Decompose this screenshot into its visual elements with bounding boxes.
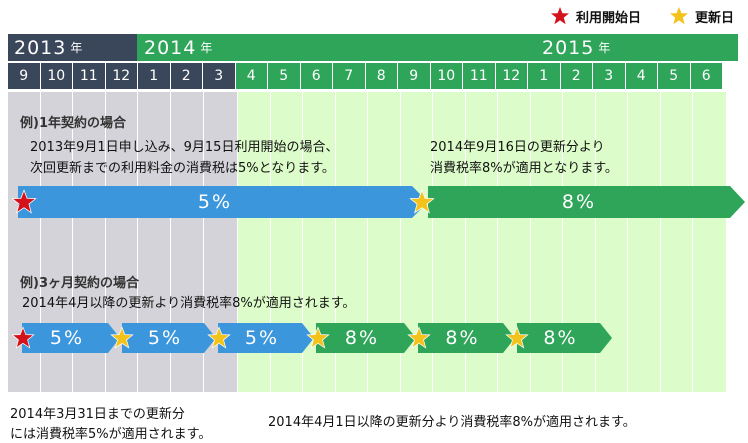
month-cell: 5 [268, 63, 301, 89]
month-cell: 1 [528, 63, 561, 89]
example1-title: 例)1年契約の場合 [20, 116, 126, 131]
renew-star-icon [207, 326, 231, 349]
column-bg [661, 92, 693, 392]
renew-star-icon [306, 326, 330, 349]
month-cell: 3 [203, 63, 236, 89]
year-suffix: 年 [70, 41, 84, 55]
month-cell: 4 [235, 63, 268, 89]
example2-bar-label: 5% [49, 327, 85, 349]
month-cell: 6 [300, 63, 333, 89]
arrow-5pct-blue [22, 323, 120, 353]
start-star-icon [11, 189, 37, 214]
month-row: 9 10 11 12 1 2 3 4 5 6 7 8 9 10 11 12 1 … [8, 63, 723, 89]
example2-bar-label: 8% [344, 327, 380, 349]
renew-star-icon [409, 189, 435, 214]
renew-star-icon [669, 7, 688, 25]
renew-star-icon [110, 326, 134, 349]
arrow-5pct-blue [122, 323, 216, 353]
renew-star-icon [505, 326, 529, 349]
example2-bar-label: 5% [147, 327, 183, 349]
arrow-8pct-green [316, 323, 416, 353]
start-star-icon [11, 326, 35, 349]
month-cell: 2 [170, 63, 203, 89]
month-cell: 8 [365, 63, 398, 89]
example1-note-right-2: 消費税率8%が適用となります。 [430, 161, 618, 176]
month-cell: 10 [40, 63, 73, 89]
example2-note: 2014年4月以降の更新より消費税率8%が適用されます。 [22, 296, 356, 311]
example1-bar1-label: 5% [197, 191, 233, 213]
month-cell: 4 [625, 63, 658, 89]
arrow-8pct-green [517, 323, 612, 353]
arrow-8pct-green [428, 186, 745, 218]
year-2015-label: 2015 [542, 36, 595, 59]
column-bg [628, 92, 661, 392]
month-cell: 9 [398, 63, 431, 89]
month-cell: 11 [463, 63, 496, 89]
footer-left-2: には消費税率5%が適用されます。 [10, 427, 212, 442]
column-bg [693, 92, 727, 392]
example1-bar2-label: 8% [561, 191, 597, 213]
month-cell: 10 [430, 63, 463, 89]
year-2013-label: 2013 [14, 36, 67, 59]
example2-bar-label: 5% [244, 327, 280, 349]
example1-note-left-1: 2013年9月1日申し込み、9月15日利用開始の場合、 [30, 140, 339, 155]
example2-title: 例)3ヶ月契約の場合 [20, 276, 139, 291]
month-cell: 9 [8, 63, 41, 89]
month-cell: 7 [333, 63, 366, 89]
month-cell: 6 [690, 63, 723, 89]
month-cell: 12 [105, 63, 138, 89]
legend: 利用開始日 更新日 [550, 6, 734, 26]
year-2014: 2014 年 [137, 34, 538, 61]
example1-arrows [18, 186, 745, 218]
arrow-5pct-blue [218, 323, 314, 353]
month-cell: 12 [495, 63, 528, 89]
example2-bar-label: 8% [445, 327, 480, 349]
example2-bar-label: 8% [543, 327, 578, 349]
arrow-8pct-green [418, 323, 515, 353]
year-suffix: 年 [598, 41, 612, 55]
example1-note-left-2: 次回更新までの利用料金の消費税は5%となります。 [30, 161, 335, 176]
start-star-icon [550, 7, 569, 25]
footer-right: 2014年4月1日以降の更新分より消費税率8%が適用されます。 [268, 415, 636, 430]
example2-arrows [22, 323, 612, 353]
month-cell: 1 [138, 63, 171, 89]
year-2013: 2013 年 [8, 34, 137, 61]
legend-renew-label: 更新日 [694, 10, 734, 26]
arrow-5pct-blue [18, 186, 428, 218]
renew-star-icon [407, 326, 431, 349]
month-cell: 3 [593, 63, 626, 89]
month-cell: 11 [73, 63, 106, 89]
year-2014-label: 2014 [144, 36, 197, 59]
example1-note-right-1: 2014年9月16日の更新分より [430, 140, 605, 155]
month-cell: 5 [658, 63, 691, 89]
footer-left-1: 2014年3月31日までの更新分 [10, 407, 185, 422]
month-cell: 2 [560, 63, 593, 89]
year-2015: 2015 年 [538, 34, 738, 61]
year-suffix: 年 [200, 41, 214, 55]
legend-start-label: 利用開始日 [575, 10, 641, 26]
